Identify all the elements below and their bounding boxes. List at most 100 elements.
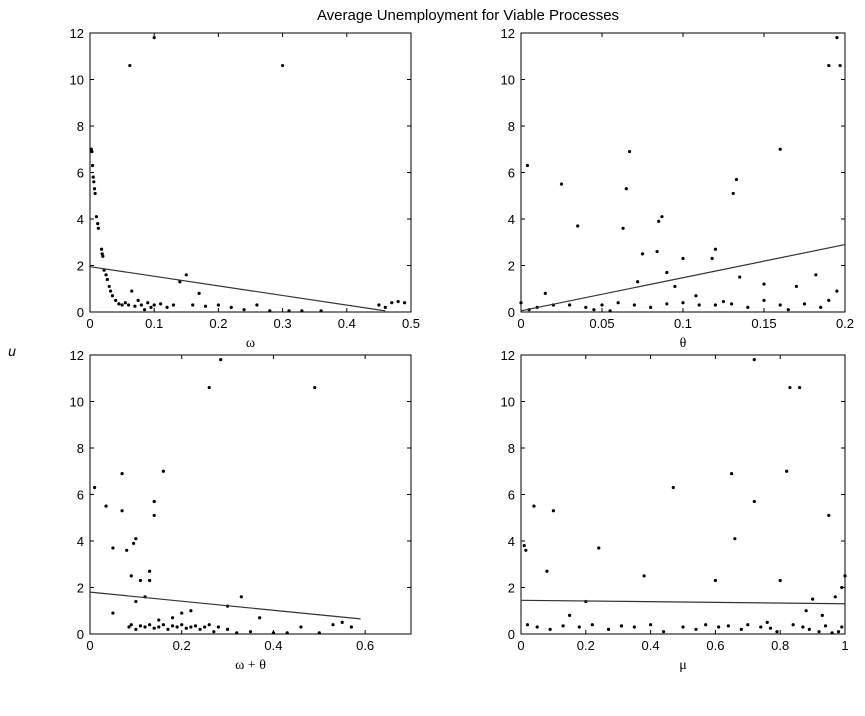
point [624, 187, 628, 191]
point [149, 305, 153, 309]
point [788, 385, 792, 390]
x-axis-label: ω + θ [235, 658, 266, 673]
point [207, 385, 211, 390]
point [833, 595, 837, 599]
point [143, 625, 147, 629]
point [694, 627, 698, 631]
x-tick-label: 0.3 [274, 316, 292, 331]
x-tick-label: 0 [86, 316, 93, 331]
point [543, 291, 547, 295]
point [92, 180, 96, 184]
point [778, 578, 782, 583]
point [207, 623, 211, 627]
point [568, 613, 572, 618]
point [731, 191, 735, 196]
point [794, 284, 799, 289]
point [730, 471, 734, 476]
point [197, 291, 201, 295]
point [120, 509, 124, 513]
point [798, 385, 802, 390]
point [807, 627, 811, 631]
point [94, 215, 99, 219]
point [840, 585, 844, 590]
point [597, 546, 601, 550]
point [801, 625, 805, 629]
y-tick-label: 0 [508, 627, 515, 642]
point [804, 609, 808, 613]
point [178, 280, 182, 284]
point [559, 182, 564, 186]
point [671, 485, 675, 490]
point [184, 273, 188, 277]
point [561, 624, 565, 628]
plot-frame [520, 354, 846, 635]
point [835, 289, 839, 293]
point [107, 284, 111, 289]
y-tick-label: 4 [77, 212, 84, 227]
point [791, 623, 795, 627]
point [390, 301, 394, 305]
point [287, 309, 291, 313]
point [90, 149, 94, 154]
point [726, 624, 730, 628]
point [203, 625, 207, 629]
plot-frame [89, 354, 412, 635]
point [111, 546, 115, 550]
point [96, 226, 100, 230]
point [802, 302, 807, 306]
point [642, 574, 646, 578]
point [189, 609, 193, 613]
point [819, 305, 823, 309]
point [836, 630, 841, 634]
point [775, 630, 779, 634]
point [730, 302, 734, 306]
point [170, 616, 175, 620]
point [396, 299, 400, 304]
point [120, 303, 124, 307]
point [627, 149, 632, 154]
x-tick-label: 0.6 [356, 638, 374, 653]
figure-title: Average Unemployment for Viable Processe… [317, 7, 619, 24]
point [840, 625, 844, 629]
point [616, 301, 620, 305]
point [159, 302, 163, 306]
point [608, 309, 612, 313]
point [96, 222, 100, 226]
point [142, 308, 147, 312]
point [548, 627, 552, 631]
point [229, 305, 233, 309]
x-tick-label: 0.6 [706, 638, 724, 653]
y-tick-label: 0 [508, 305, 515, 320]
point [268, 309, 272, 313]
point [713, 247, 718, 251]
y-tick-label: 0 [77, 627, 84, 642]
point [377, 303, 381, 307]
y-tick-label: 12 [501, 26, 515, 41]
point [568, 303, 572, 307]
point [704, 623, 708, 627]
y-tick-label: 8 [77, 119, 84, 134]
point [762, 298, 766, 302]
point [827, 63, 831, 68]
point [665, 302, 669, 306]
point [657, 219, 661, 223]
point [778, 303, 782, 307]
y-axis-label: u [8, 343, 16, 359]
y-tick-label: 10 [70, 395, 84, 410]
point [778, 147, 782, 151]
point [681, 256, 685, 261]
point [111, 611, 115, 615]
point [655, 249, 659, 254]
point [198, 627, 202, 631]
point [239, 595, 243, 599]
point [665, 270, 669, 275]
point [131, 541, 136, 545]
point [660, 215, 664, 219]
x-tick-label: 1 [841, 638, 848, 653]
x-axis-label: μ [679, 658, 687, 673]
point [621, 226, 625, 230]
point [383, 305, 387, 309]
point [590, 623, 594, 627]
y-tick-label: 4 [508, 534, 515, 549]
